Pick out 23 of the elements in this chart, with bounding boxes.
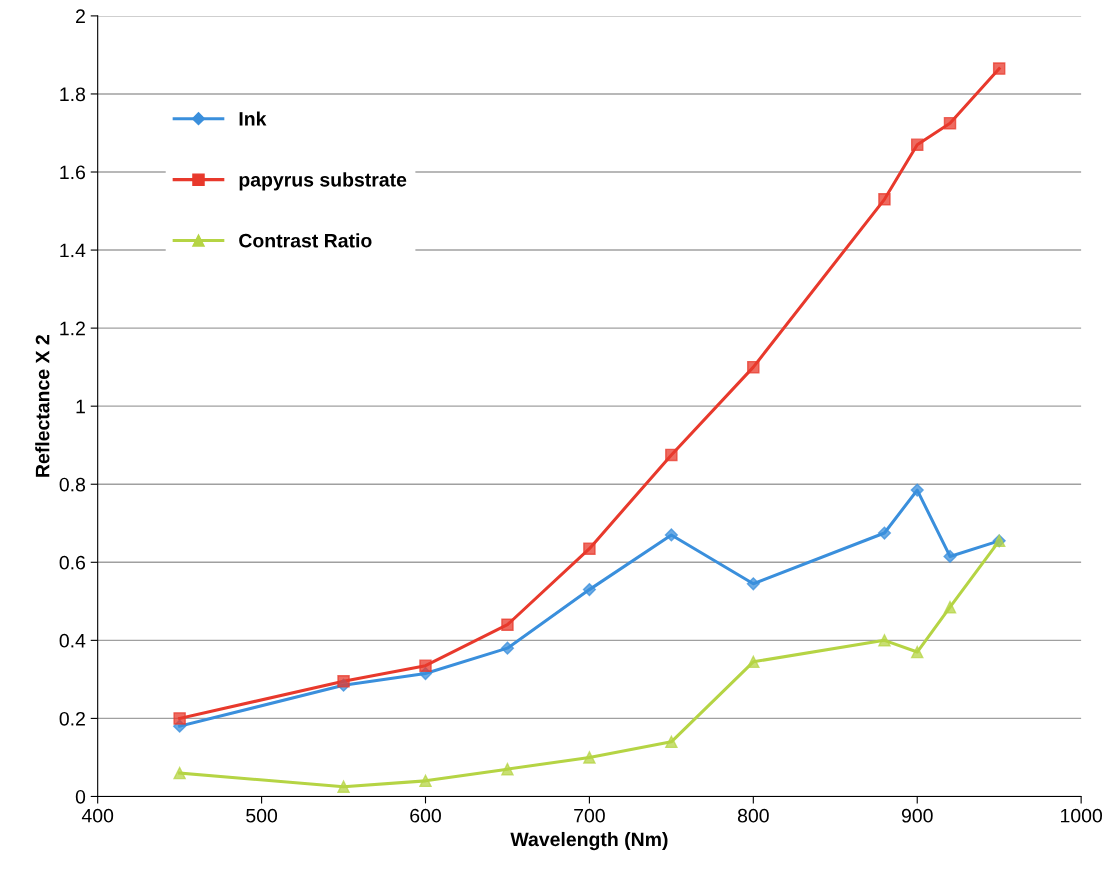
y-tick-label: 0.8 <box>59 477 86 492</box>
y-tick-label: 1.6 <box>60 165 86 180</box>
x-tick-label: 800 <box>737 808 769 823</box>
y-tick-label: 1 <box>76 399 85 414</box>
x-tick-label: 1000 <box>1061 808 1103 823</box>
legend-label: papyrus substrate <box>239 172 407 191</box>
x-axis-title: Wavelength (Nm) <box>510 831 668 851</box>
x-tick-label: 500 <box>246 808 278 823</box>
x-tick-label: 700 <box>574 808 605 823</box>
y-tick-label: 1.2 <box>60 321 85 336</box>
y-tick-label: 1.8 <box>60 87 86 102</box>
x-tick-label: 600 <box>410 808 441 823</box>
legend-label: Ink <box>239 111 267 126</box>
y-axis-title: Reflectance X 2 <box>35 335 50 477</box>
legend-label: Contrast Ratio <box>239 233 372 248</box>
x-tick-label: 400 <box>81 808 114 823</box>
y-tick-label: 1.4 <box>60 243 86 258</box>
x-tick-label: 900 <box>901 808 933 823</box>
y-tick-label: 2 <box>76 9 85 23</box>
y-tick-label: 0.2 <box>59 711 85 726</box>
y-tick-label: 0 <box>75 789 86 804</box>
y-tick-label: 0.4 <box>59 633 86 648</box>
y-tick-label: 0.6 <box>59 555 86 570</box>
